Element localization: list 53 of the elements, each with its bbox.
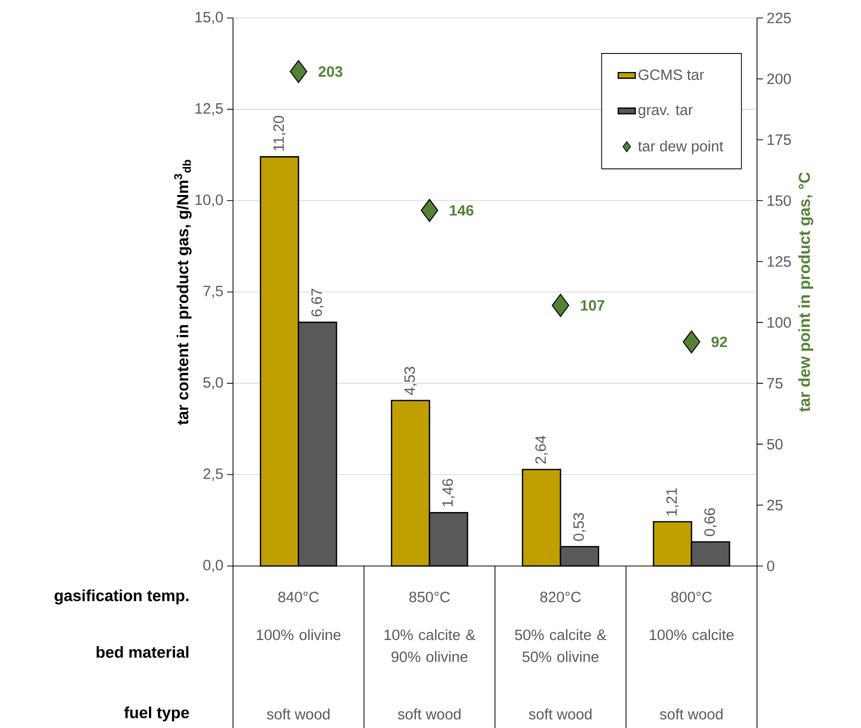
x-tick-label: 840°C bbox=[278, 592, 319, 602]
point bbox=[420, 198, 438, 222]
data-label: 203 bbox=[318, 66, 342, 77]
data-label: 146 bbox=[450, 205, 474, 216]
text: soft wood bbox=[398, 708, 461, 720]
data-label: 1,21 bbox=[666, 488, 679, 516]
y2-tick-label: 225 bbox=[767, 12, 791, 24]
y2-tick-label: 200 bbox=[767, 74, 791, 84]
data-label: 0,53 bbox=[573, 512, 586, 541]
y2-tick-label: 50 bbox=[767, 438, 783, 450]
text: fuel type bbox=[124, 706, 189, 722]
text: 100% olivine bbox=[256, 629, 341, 640]
y-tick-label: 5,0 bbox=[203, 377, 223, 390]
y2-axis-title: tar dew point in product gas, °C bbox=[798, 172, 814, 412]
data-label: 92 bbox=[712, 336, 728, 348]
text: soft wood bbox=[528, 708, 592, 720]
data-label: 6,67 bbox=[311, 288, 324, 316]
y-tick-label: 2,5 bbox=[203, 468, 223, 481]
y2-tick-label: 25 bbox=[767, 500, 783, 510]
y-tick-label: 0,0 bbox=[203, 560, 223, 572]
data-label: 107 bbox=[580, 300, 604, 311]
legend-label: grav. tar bbox=[638, 105, 693, 118]
legend-label: GCMS tar bbox=[638, 69, 704, 80]
y-tick-label: 12,5 bbox=[196, 103, 223, 116]
y-tick-label: 7,5 bbox=[203, 286, 223, 298]
y2-tick-label: 0 bbox=[767, 560, 774, 572]
text: 10% calcite & 90% olivine bbox=[384, 629, 476, 662]
text: 100% calcite bbox=[650, 629, 734, 640]
y2-tick-label: 150 bbox=[768, 195, 791, 206]
text: soft wood bbox=[266, 708, 330, 720]
text: soft wood bbox=[660, 708, 722, 720]
y2-tick-label: 100 bbox=[768, 317, 791, 328]
data-label: 11,20 bbox=[273, 116, 286, 150]
y-axis-title: tar content in product gas, g/Nm$^{3}$db bbox=[174, 160, 192, 425]
data-label: 1,46 bbox=[442, 479, 455, 506]
x-tick-label: 820°C bbox=[540, 592, 581, 602]
text: bed material bbox=[96, 646, 188, 658]
x-tick-label: 800°C bbox=[671, 592, 712, 602]
text: 50% calcite & 50% olivine bbox=[515, 629, 606, 662]
x-tick-label: 850°C bbox=[409, 592, 450, 602]
data-label: 0,66 bbox=[704, 508, 717, 536]
y2-tick-label: 175 bbox=[768, 134, 791, 145]
y-tick-label: 15,0 bbox=[196, 12, 223, 24]
text: gasification temp. bbox=[54, 590, 188, 604]
legend-label: tar dew point bbox=[638, 140, 724, 154]
data-label: 4,53 bbox=[404, 366, 417, 395]
y2-tick-label: 75 bbox=[767, 378, 783, 389]
point bbox=[682, 330, 700, 354]
data-label: 2,64 bbox=[535, 436, 548, 464]
y2-tick-label: 125 bbox=[768, 256, 791, 267]
y-tick-label: 10,0 bbox=[196, 194, 223, 207]
point bbox=[552, 294, 570, 317]
point bbox=[290, 60, 308, 84]
